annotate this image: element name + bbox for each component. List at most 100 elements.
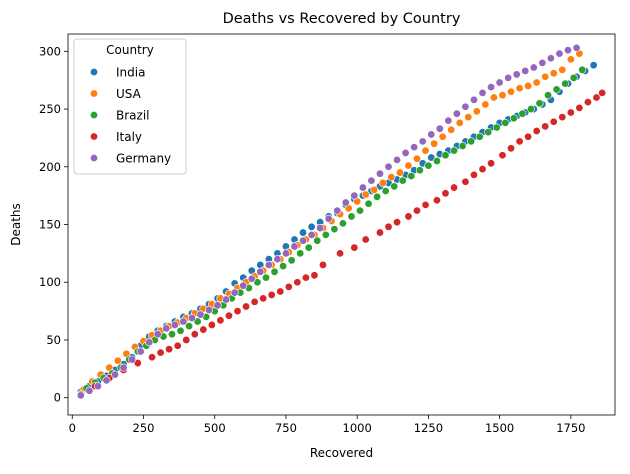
legend: Country India USA Brazil Italy Germany [73,38,187,175]
data-point-usa [558,65,567,74]
data-point-italy [532,126,541,135]
data-point-brazil [356,206,365,215]
y-tick-label: 250 [39,102,61,116]
data-point-germany [205,305,214,314]
data-point-brazil [501,118,510,127]
data-point-germany [264,260,273,269]
data-point-italy [199,325,208,334]
data-point-italy [421,200,430,209]
data-point-usa [387,173,396,182]
x-tick-label: 1000 [343,421,372,435]
legend-label-brazil: Brazil [116,109,150,123]
data-point-brazil [492,123,501,132]
data-point-germany [435,124,444,133]
data-point-usa [481,100,490,109]
data-point-usa [404,161,413,170]
data-point-usa [524,81,533,90]
data-point-germany [341,198,350,207]
data-point-usa [464,113,473,122]
data-point-germany [367,176,376,185]
data-point-italy [293,278,302,287]
data-point-italy [549,117,558,126]
data-point-usa [430,139,439,148]
data-point-brazil [304,243,313,252]
data-point-italy [173,341,182,350]
data-point-germany [128,355,137,364]
data-point-brazil [287,256,296,265]
data-point-italy [233,307,242,316]
data-point-germany [111,370,120,379]
data-point-italy [450,183,459,192]
data-point-italy [148,353,157,362]
data-point-germany [452,109,461,118]
data-point-india [299,228,308,237]
data-point-germany [76,391,85,400]
data-point-usa [455,118,464,127]
data-point-usa [421,146,430,155]
data-point-germany [281,249,290,258]
data-point-germany [222,295,231,304]
data-point-germany [495,78,504,87]
y-axis-ticks: 0 50 100 150 200 250 300 [39,44,68,405]
data-point-usa [472,107,481,116]
data-point-brazil [330,225,339,234]
legend-label-india: India [116,66,145,80]
data-point-brazil [544,91,553,100]
data-point-usa [370,185,379,194]
data-point-germany [461,102,470,111]
data-point-brazil [458,141,467,150]
data-point-italy [404,212,413,221]
data-point-italy [190,330,199,339]
data-point-germany [102,376,111,385]
legend-marker-germany [90,154,99,163]
data-point-germany [401,148,410,157]
data-point-usa [395,168,404,177]
data-point-brazil [509,114,518,123]
legend-marker-usa [90,89,99,98]
legend-label-italy: Italy [116,130,142,144]
data-point-italy [301,273,310,282]
data-point-italy [498,151,507,160]
data-point-germany [136,347,145,356]
data-point-italy [350,243,359,252]
data-point-italy [310,271,319,280]
data-point-brazil [484,128,493,137]
data-point-brazil [526,105,535,114]
data-point-germany [384,162,393,171]
data-point-india [589,61,598,70]
data-point-germany [324,214,333,223]
data-point-brazil [535,99,544,108]
data-point-germany [299,236,308,245]
x-tick-label: 1750 [556,421,585,435]
data-point-germany [333,206,342,215]
data-point-brazil [270,267,279,276]
data-point-germany [213,301,222,310]
data-point-italy [592,93,601,102]
legend-entries: India USA Brazil Italy Germany [90,66,171,166]
data-point-usa [507,87,516,96]
legend-title: Country [106,43,154,57]
data-point-italy [507,144,516,153]
data-point-germany [410,143,419,152]
data-point-italy [250,297,259,306]
x-tick-label: 250 [133,421,155,435]
data-point-italy [375,228,384,237]
data-point-italy [469,170,478,179]
data-point-italy [267,290,276,299]
data-point-italy [224,311,233,320]
data-point-germany [546,54,555,63]
legend-label-usa: USA [116,87,142,101]
data-point-germany [563,46,572,55]
data-point-italy [259,294,268,303]
y-tick-label: 200 [39,160,61,174]
data-point-germany [316,223,325,232]
data-point-brazil [450,146,459,155]
data-point-germany [375,169,384,178]
data-point-germany [521,66,530,75]
data-point-germany [187,314,196,323]
data-point-germany [119,363,128,372]
data-point-germany [427,130,436,139]
y-tick-label: 0 [54,391,61,405]
